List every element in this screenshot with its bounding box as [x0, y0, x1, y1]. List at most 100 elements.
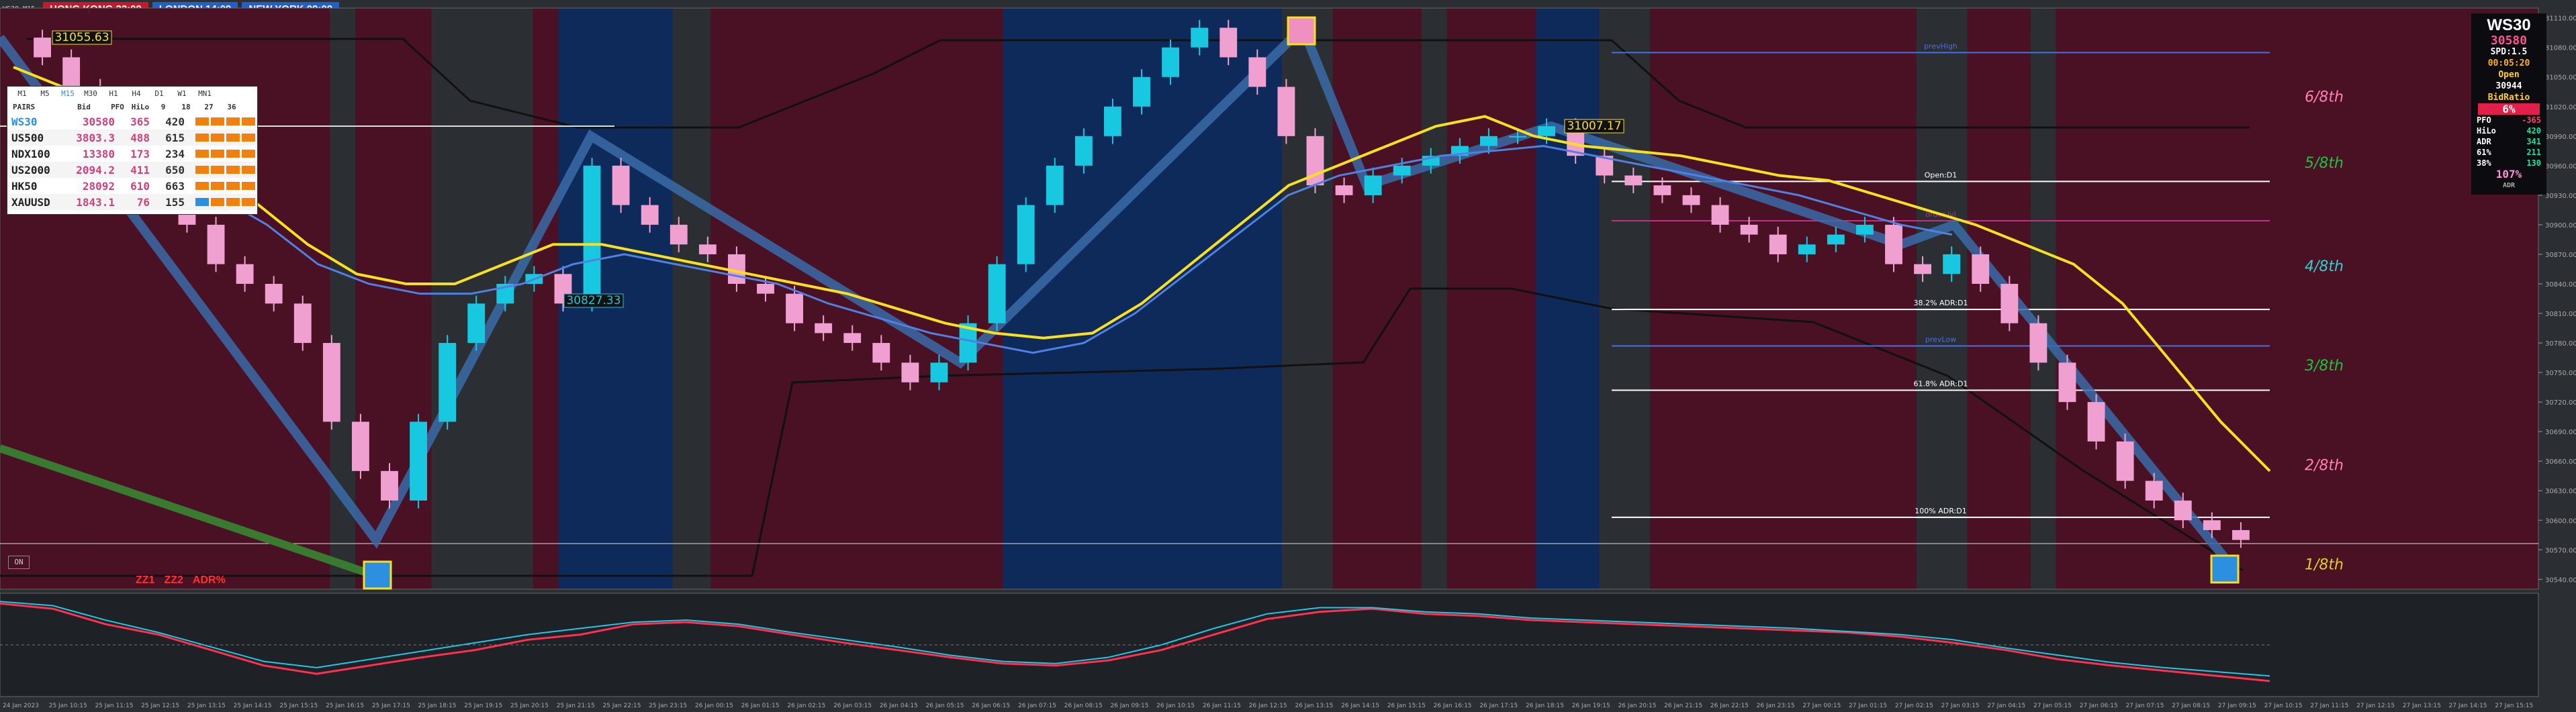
pair-row[interactable]: WS30 30580 365 420	[7, 113, 257, 130]
strength-bar	[242, 198, 255, 206]
x-tick-label: 27 Jan 06:15	[2080, 703, 2118, 709]
strength-bar	[242, 134, 255, 142]
candle-body	[786, 293, 803, 323]
candle-body	[1509, 136, 1526, 138]
candle-body	[843, 333, 862, 344]
candle-body	[1914, 264, 1931, 274]
timeframe-m5[interactable]: M5	[40, 89, 50, 98]
session-band	[1421, 8, 1447, 589]
x-tick-label: 26 Jan 21:15	[1664, 703, 1702, 709]
candle-body	[815, 323, 833, 334]
strength-bar	[226, 117, 240, 125]
level-label: Open:D1	[1925, 170, 1958, 179]
pair-row[interactable]: HK50 28092 610 663	[7, 178, 257, 194]
info-open-label: Open	[2498, 70, 2520, 80]
candle-body	[901, 362, 919, 383]
strength-bar	[226, 166, 240, 174]
zz1-label[interactable]: ZZ1	[136, 574, 155, 586]
timeframe-h1[interactable]: H1	[109, 89, 118, 98]
candle-body	[2232, 529, 2250, 540]
murrey-label: 5/8th	[2305, 155, 2344, 172]
y-tick-label: 31080.00	[2545, 45, 2576, 52]
session-band	[1535, 8, 1600, 589]
on-toggle-button[interactable]: ON	[8, 556, 30, 569]
x-tick-label: 26 Jan 13:15	[1295, 703, 1333, 709]
pair-symbol[interactable]: US500	[11, 131, 44, 144]
level-label: 61.8% ADR:D1	[1914, 380, 1968, 389]
lower-envelope-line	[0, 287, 2244, 577]
pair-symbol[interactable]: XAUUSD	[11, 195, 50, 209]
pair-symbol[interactable]: US2000	[11, 163, 50, 176]
col-day-18: 18	[181, 102, 191, 111]
x-tick-label: 26 Jan 14:15	[1341, 703, 1379, 709]
timeframe-d1[interactable]: D1	[154, 89, 164, 98]
pair-hilo: 420	[165, 115, 185, 128]
pairs-header: PAIRS Bid PFO HiLo 9 18 27 36	[7, 100, 257, 113]
y-tick-label: 30750.00	[2545, 370, 2576, 377]
x-tick-label: 26 Jan 23:15	[1757, 703, 1795, 709]
candle-body	[1972, 254, 1990, 284]
x-tick-label: 25 Jan 15:15	[279, 703, 318, 709]
zz2-label[interactable]: ZZ2	[164, 574, 183, 586]
x-tick-label: 27 Jan 09:15	[2218, 703, 2256, 709]
candle-body	[2029, 323, 2048, 363]
pair-row[interactable]: US2000 2094.2 411 650	[7, 162, 257, 178]
session-band	[1332, 8, 1422, 589]
strength-bar	[211, 198, 224, 206]
candle-body	[293, 303, 312, 344]
strength-bar	[211, 182, 224, 190]
x-tick-label: 26 Jan 04:15	[880, 703, 918, 709]
murrey-label: 4/8th	[2305, 258, 2344, 275]
y-tick-label: 30630.00	[2545, 488, 2576, 495]
zigzag-labels: ZZ1 ZZ2 ADR%	[136, 574, 226, 587]
info-spread: SPD:1.5	[2490, 47, 2528, 57]
info-price: 30580	[2490, 34, 2528, 48]
candle-body	[1046, 165, 1064, 205]
pair-symbol[interactable]: HK50	[11, 179, 38, 193]
pair-bid: 28092	[82, 179, 115, 193]
candle-body	[1074, 136, 1093, 166]
candle-body	[2058, 362, 2076, 403]
murrey-label: 6/8th	[2305, 89, 2344, 105]
candle-body	[1682, 195, 1700, 205]
x-tick-label: 25 Jan 13:15	[187, 703, 226, 709]
timeframe-m15[interactable]: M15	[61, 89, 75, 98]
pair-row[interactable]: XAUUSD 1843.1 76 155	[7, 194, 257, 210]
x-tick-label: 27 Jan 02:15	[1895, 703, 1933, 709]
y-tick-label: 30930.00	[2545, 193, 2576, 200]
oscillator-series-line	[0, 601, 2270, 677]
timeframe-m1[interactable]: M1	[17, 89, 27, 98]
x-tick-label: 27 Jan 07:15	[2125, 703, 2164, 709]
session-band	[2056, 8, 2538, 589]
pair-hilo: 650	[165, 163, 185, 176]
timeframe-h4[interactable]: H4	[132, 89, 141, 98]
pair-symbol[interactable]: WS30	[11, 115, 38, 128]
candle-body	[410, 421, 427, 501]
info-stat-key: ADR	[2477, 137, 2491, 146]
timeframe-m30[interactable]: M30	[84, 89, 97, 98]
x-tick-label: 26 Jan 07:15	[1018, 703, 1056, 709]
strength-bar	[195, 117, 209, 125]
pair-pfo: 411	[130, 163, 150, 176]
candle-body	[207, 224, 225, 264]
info-stat-key: PFO	[2477, 115, 2491, 125]
strength-bar	[226, 182, 240, 190]
x-tick-label: 25 Jan 23:15	[649, 703, 687, 709]
pair-symbol[interactable]: NDX100	[11, 147, 50, 160]
candle-body	[1827, 234, 1845, 245]
timeframe-w1[interactable]: W1	[177, 89, 187, 98]
pair-row[interactable]: US500 3803.3 488 615	[7, 130, 257, 146]
candle-body	[988, 264, 1006, 323]
candle-body	[2203, 520, 2221, 530]
pair-strength-bars	[195, 166, 255, 174]
adr-pct-label[interactable]: ADR%	[192, 574, 226, 586]
y-tick-label: 30900.00	[2545, 222, 2576, 230]
murrey-label: 1/8th	[2305, 557, 2344, 574]
pair-row[interactable]: NDX100 13380 173 234	[7, 146, 257, 162]
pair-bid: 1843.1	[76, 195, 115, 209]
timeframe-mn1[interactable]: MN1	[198, 89, 212, 98]
strength-bar	[226, 150, 240, 158]
candle-body	[1943, 254, 1961, 274]
